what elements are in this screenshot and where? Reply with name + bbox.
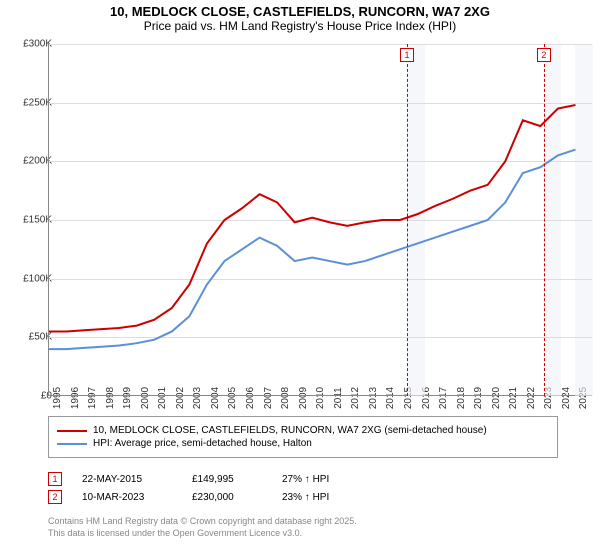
- legend: 10, MEDLOCK CLOSE, CASTLEFIELDS, RUNCORN…: [48, 416, 558, 458]
- marker-2: 2: [537, 48, 551, 62]
- chart-title: 10, MEDLOCK CLOSE, CASTLEFIELDS, RUNCORN…: [0, 0, 600, 19]
- legend-swatch-icon: [57, 443, 87, 445]
- legend-label: HPI: Average price, semi-detached house,…: [93, 438, 312, 449]
- footer-line: This data is licensed under the Open Gov…: [48, 528, 357, 540]
- series-price_paid: [49, 105, 575, 331]
- line-series: [49, 44, 593, 396]
- event-price: £149,995: [192, 474, 262, 485]
- legend-item-price-paid: 10, MEDLOCK CLOSE, CASTLEFIELDS, RUNCORN…: [57, 425, 549, 436]
- event-delta: 27% ↑ HPI: [282, 474, 329, 485]
- event-list: 1 22-MAY-2015 £149,995 27% ↑ HPI 2 10-MAR-202…: [48, 468, 329, 508]
- event-delta: 23% ↑ HPI: [282, 492, 329, 503]
- chart-subtitle: Price paid vs. HM Land Registry's House …: [0, 19, 600, 39]
- plot-area: 12: [48, 44, 592, 396]
- footer-line: Contains HM Land Registry data © Crown c…: [48, 516, 357, 528]
- legend-swatch-icon: [57, 430, 87, 432]
- event-price: £230,000: [192, 492, 262, 503]
- series-hpi: [49, 150, 575, 349]
- legend-label: 10, MEDLOCK CLOSE, CASTLEFIELDS, RUNCORN…: [93, 425, 487, 436]
- event-date: 10-MAR-2023: [82, 492, 172, 503]
- event-date: 22-MAY-2015: [82, 474, 172, 485]
- footer: Contains HM Land Registry data © Crown c…: [48, 516, 357, 539]
- event-row: 2 10-MAR-2023 £230,000 23% ↑ HPI: [48, 490, 329, 504]
- chart-container: 10, MEDLOCK CLOSE, CASTLEFIELDS, RUNCORN…: [0, 0, 600, 560]
- marker-1: 1: [400, 48, 414, 62]
- event-row: 1 22-MAY-2015 £149,995 27% ↑ HPI: [48, 472, 329, 486]
- event-num-box: 1: [48, 472, 62, 486]
- legend-item-hpi: HPI: Average price, semi-detached house,…: [57, 438, 549, 449]
- event-num-box: 2: [48, 490, 62, 504]
